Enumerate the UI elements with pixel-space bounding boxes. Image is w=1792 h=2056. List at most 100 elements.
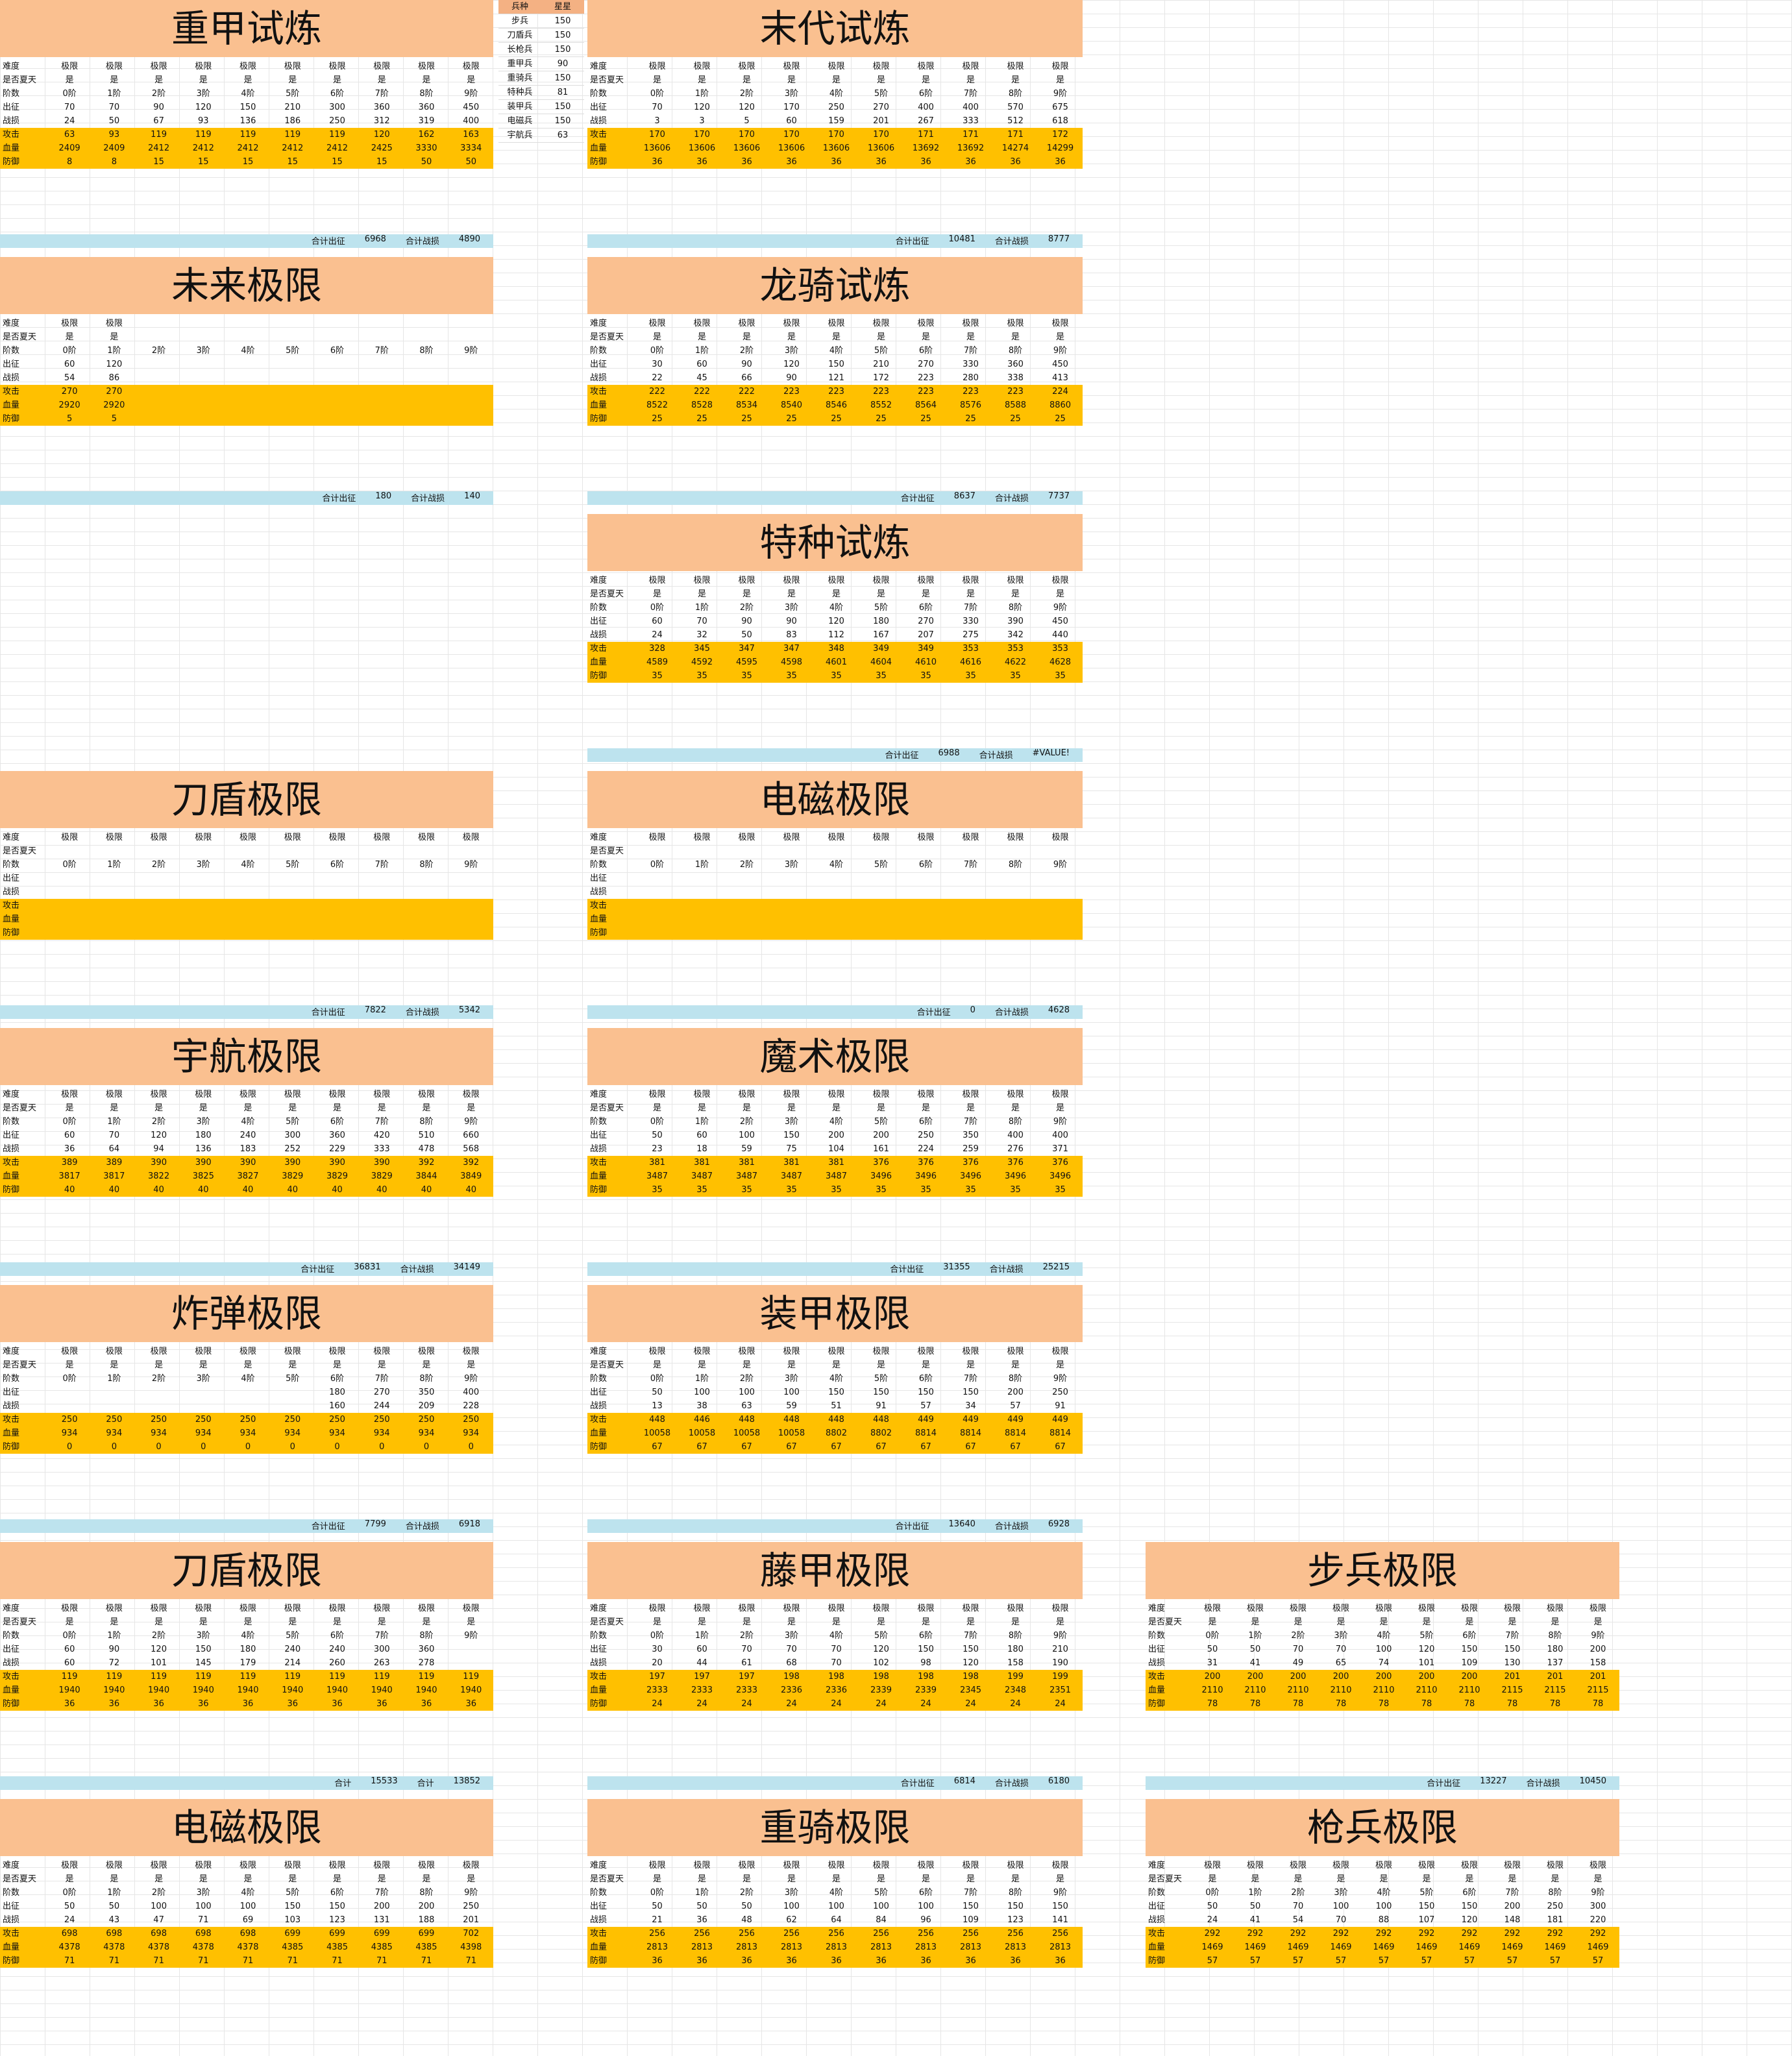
cell: 2813 — [1004, 1942, 1027, 1952]
cell: 698 — [195, 1929, 212, 1939]
cell: 4阶 — [829, 89, 844, 99]
cell: 1阶 — [694, 1631, 709, 1641]
cell: 36 — [153, 1699, 164, 1709]
cell: 161 — [873, 1144, 889, 1154]
cell: 240 — [284, 1645, 301, 1654]
cell — [680, 899, 724, 912]
totals-row: 合计出征 6814 合计战损 6180 — [587, 1776, 1083, 1790]
cell: 35 — [1010, 671, 1021, 681]
cell: 4378 — [148, 1942, 170, 1952]
cell: 是 — [65, 1103, 74, 1113]
cell: 是否夏天 — [590, 1874, 624, 1884]
cell: 15 — [332, 157, 343, 167]
table-row: 防御 71 71 71 71 71 71 71 71 71 71 — [0, 1954, 493, 1968]
cell: 是 — [921, 1874, 930, 1884]
table-row: 攻击 270 270 — [0, 385, 493, 398]
cell: 是 — [1055, 1617, 1064, 1627]
table-row: 出征 30 60 90 120 150 210 270 330 360 450 — [587, 358, 1083, 371]
cell: 9阶 — [464, 1374, 478, 1384]
cell: 是 — [876, 589, 885, 599]
cell: 是 — [921, 1617, 930, 1627]
totals-row: 合计 15533 合计 13852 — [0, 1776, 493, 1790]
header-cell: 兵种 — [511, 2, 528, 12]
cell: 348 — [828, 644, 844, 654]
cell — [315, 358, 360, 371]
cell: 0阶 — [650, 346, 665, 356]
cell: 是 — [110, 1874, 119, 1884]
cell — [448, 844, 493, 858]
cell: 50 — [64, 1902, 75, 1911]
cell: 6阶 — [918, 346, 933, 356]
cell: 150 — [554, 16, 571, 26]
table: 难度 极限 极限 极限 极限 极限 极限 极限 极限 极限 极限 是否夏天是是是是是是是是是是阶数 0阶… — [0, 1345, 493, 1454]
cell: 是 — [742, 75, 751, 85]
cell: 119 — [195, 1672, 212, 1682]
cell: 极限 — [239, 1090, 257, 1099]
cell: 极限 — [783, 833, 800, 842]
cell: 390 — [373, 1158, 390, 1168]
cell — [680, 912, 724, 926]
cell: 250 — [1547, 1902, 1564, 1911]
table-row: 是否夏天是是是是是是是是是是 — [0, 1615, 493, 1629]
cell: 阶数 — [3, 1374, 20, 1384]
cell: 198 — [918, 1672, 934, 1682]
cell — [92, 872, 136, 885]
cell: 是 — [65, 1874, 74, 1884]
cell: 极限 — [150, 1347, 167, 1356]
cell: 3844 — [415, 1171, 437, 1181]
cell: 50 — [465, 157, 476, 167]
cell: 60 — [64, 1131, 75, 1140]
cell: 是 — [831, 75, 841, 85]
cell: 极限 — [738, 1347, 755, 1356]
cell: 极限 — [1051, 62, 1069, 71]
table-row: 攻击 381 381 381 381 381 376 376 376 376 376 — [587, 1156, 1083, 1169]
cell: 9阶 — [1053, 603, 1068, 613]
cell: 7阶 — [963, 346, 978, 356]
cell: 512 — [1007, 116, 1024, 126]
table-row: 出征 60 70 120 180 240 300 360 420 510 660 — [0, 1129, 493, 1142]
cell: 400 — [1052, 1131, 1068, 1140]
cell: 2110 — [1416, 1685, 1438, 1695]
cell: 390 — [195, 1158, 212, 1168]
cell: 极限 — [783, 319, 800, 328]
cell: 是 — [333, 1617, 342, 1627]
cell — [859, 899, 903, 912]
cell: 36 — [242, 1699, 254, 1709]
cell: 极限 — [693, 576, 711, 585]
cell — [724, 885, 769, 899]
cell: 270 — [918, 360, 934, 369]
cell — [315, 385, 360, 398]
cell: 568 — [463, 1144, 480, 1154]
cell — [136, 872, 181, 885]
cell: 是 — [1379, 1874, 1388, 1884]
cell: 3阶 — [196, 1888, 210, 1898]
table: 难度 极限 极限 极限 极限 极限 极限 极限 极限 极限 极限 是否夏天是是是是是是是是是是阶数 0阶… — [1146, 1602, 1619, 1711]
cell: 难度 — [1148, 1604, 1166, 1613]
cell: 4378 — [103, 1942, 125, 1952]
cell — [136, 358, 181, 371]
cell: 36 — [376, 1699, 387, 1709]
cell: 出征 — [3, 1388, 20, 1397]
cell — [47, 912, 92, 926]
totals-row: 合计出征 31355 合计战损 25215 — [587, 1262, 1083, 1276]
cell — [226, 926, 271, 940]
cell: 8阶 — [1008, 89, 1023, 99]
cell: 极限 — [872, 1604, 890, 1613]
cell: 100 — [783, 1388, 800, 1397]
cell — [948, 885, 993, 899]
cell: 是 — [467, 1874, 476, 1884]
cell: 5阶 — [286, 1888, 300, 1898]
cell: 199 — [1007, 1672, 1024, 1682]
total-cell: 31355 — [943, 1262, 970, 1272]
cell: 200 — [1007, 1388, 1024, 1397]
table-row: 难度 极限 极限 极限 极限 极限 极限 极限 极限 极限 极限 — [587, 317, 1083, 330]
cell: 120 — [783, 360, 800, 369]
cell: 57 — [1207, 1956, 1218, 1966]
cell: 36 — [1010, 1956, 1021, 1966]
cell: 攻击 — [1148, 1672, 1166, 1682]
table-row: 难度 极限 极限 极限 极限 极限 极限 极限 极限 极限 极限 — [587, 1859, 1083, 1872]
cell: 4604 — [870, 657, 892, 667]
panel: 特种试炼 难度 极限 极限 极限 极限 极限 极限 极限 极限 极限 极限 是否夏天是是是是是是是是是是… — [587, 514, 1083, 771]
cell: 376 — [918, 1158, 934, 1168]
cell: 102 — [873, 1658, 889, 1668]
